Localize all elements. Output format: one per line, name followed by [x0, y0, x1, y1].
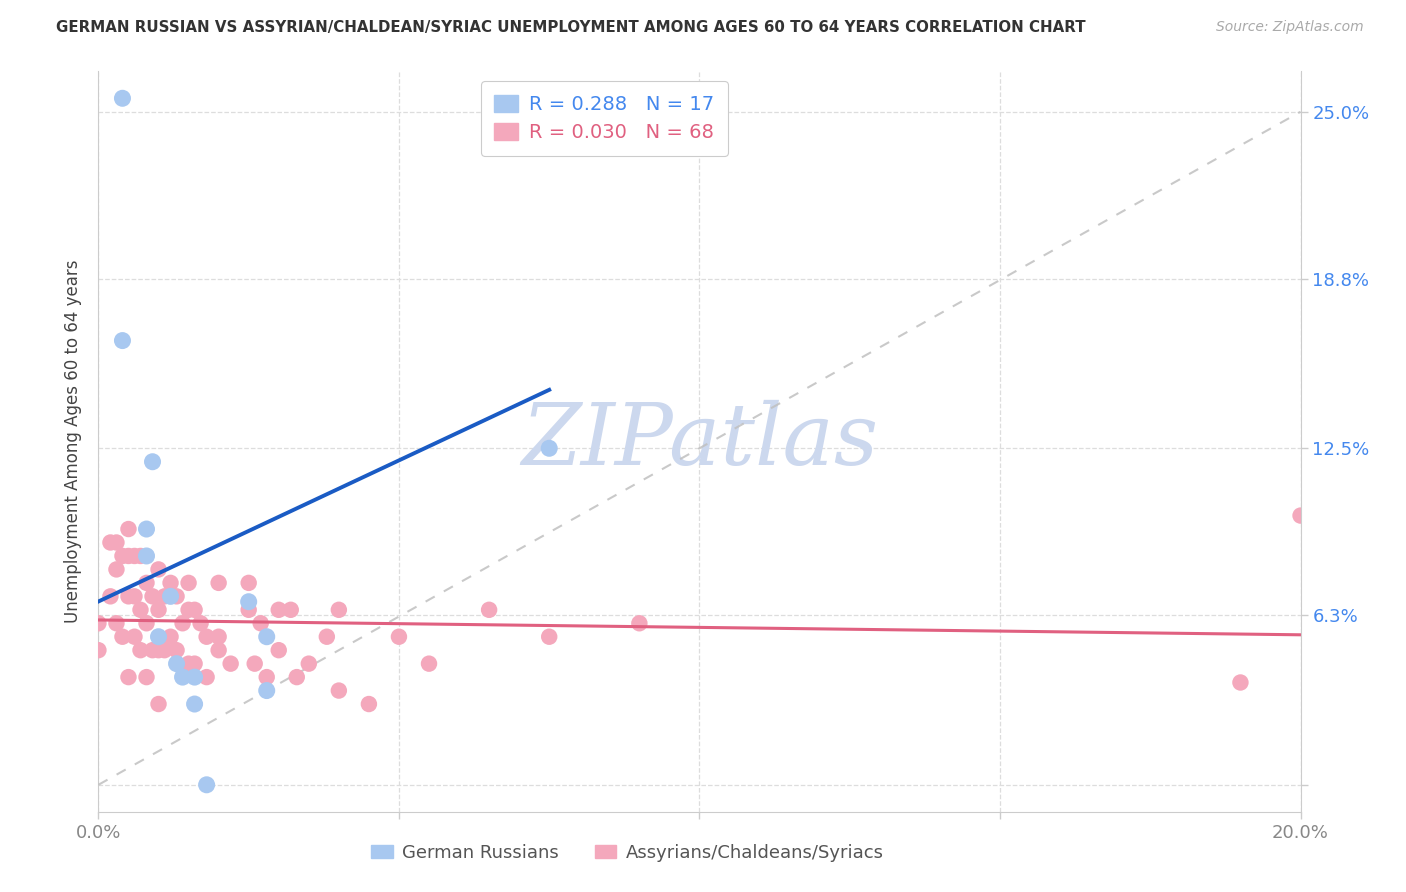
Point — [183, 603, 205, 617]
Point — [117, 670, 139, 684]
Point — [388, 630, 411, 644]
Point — [478, 603, 501, 617]
Point — [148, 562, 170, 576]
Point — [117, 590, 139, 604]
Point — [124, 590, 146, 604]
Point — [111, 334, 134, 348]
Point — [208, 575, 231, 590]
Text: GERMAN RUSSIAN VS ASSYRIAN/CHALDEAN/SYRIAC UNEMPLOYMENT AMONG AGES 60 TO 64 YEAR: GERMAN RUSSIAN VS ASSYRIAN/CHALDEAN/SYRI… — [56, 20, 1085, 35]
Point — [87, 616, 110, 631]
Point — [100, 590, 122, 604]
Point — [166, 590, 188, 604]
Text: ZIPatlas: ZIPatlas — [520, 401, 879, 483]
Point — [628, 616, 651, 631]
Point — [135, 522, 157, 536]
Point — [285, 670, 308, 684]
Point — [135, 549, 157, 563]
Point — [418, 657, 440, 671]
Point — [219, 657, 242, 671]
Point — [195, 630, 218, 644]
Point — [159, 575, 181, 590]
Point — [328, 683, 350, 698]
Point — [135, 616, 157, 631]
Point — [124, 630, 146, 644]
Point — [148, 630, 170, 644]
Point — [1229, 675, 1251, 690]
Point — [124, 549, 146, 563]
Point — [249, 616, 271, 631]
Point — [195, 778, 218, 792]
Point — [357, 697, 380, 711]
Point — [129, 549, 152, 563]
Point — [148, 697, 170, 711]
Point — [129, 603, 152, 617]
Point — [117, 522, 139, 536]
Point — [105, 562, 128, 576]
Point — [538, 442, 561, 456]
Point — [111, 91, 134, 105]
Point — [208, 630, 231, 644]
Point — [238, 575, 260, 590]
Point — [172, 616, 194, 631]
Point — [166, 657, 188, 671]
Point — [129, 643, 152, 657]
Point — [111, 549, 134, 563]
Point — [159, 590, 181, 604]
Point — [256, 683, 278, 698]
Point — [183, 697, 205, 711]
Point — [298, 657, 321, 671]
Point — [280, 603, 302, 617]
Point — [148, 643, 170, 657]
Y-axis label: Unemployment Among Ages 60 to 64 years: Unemployment Among Ages 60 to 64 years — [65, 260, 83, 624]
Point — [195, 670, 218, 684]
Point — [153, 590, 176, 604]
Point — [538, 91, 561, 105]
Point — [177, 657, 200, 671]
Point — [141, 643, 163, 657]
Point — [238, 603, 260, 617]
Point — [256, 670, 278, 684]
Point — [1289, 508, 1312, 523]
Point — [172, 670, 194, 684]
Point — [177, 575, 200, 590]
Point — [141, 590, 163, 604]
Point — [190, 616, 212, 631]
Point — [183, 657, 205, 671]
Point — [166, 643, 188, 657]
Point — [148, 603, 170, 617]
Legend: German Russians, Assyrians/Chaldeans/Syriacs: German Russians, Assyrians/Chaldeans/Syr… — [364, 837, 891, 870]
Point — [538, 630, 561, 644]
Point — [159, 630, 181, 644]
Point — [208, 643, 231, 657]
Point — [105, 535, 128, 549]
Point — [177, 603, 200, 617]
Point — [315, 630, 337, 644]
Text: Source: ZipAtlas.com: Source: ZipAtlas.com — [1216, 20, 1364, 34]
Point — [267, 603, 290, 617]
Point — [238, 595, 260, 609]
Point — [256, 630, 278, 644]
Point — [135, 575, 157, 590]
Point — [117, 549, 139, 563]
Point — [267, 643, 290, 657]
Point — [105, 616, 128, 631]
Point — [141, 455, 163, 469]
Point — [153, 643, 176, 657]
Point — [100, 535, 122, 549]
Point — [135, 670, 157, 684]
Point — [183, 670, 205, 684]
Point — [111, 630, 134, 644]
Point — [243, 657, 266, 671]
Point — [328, 603, 350, 617]
Point — [87, 643, 110, 657]
